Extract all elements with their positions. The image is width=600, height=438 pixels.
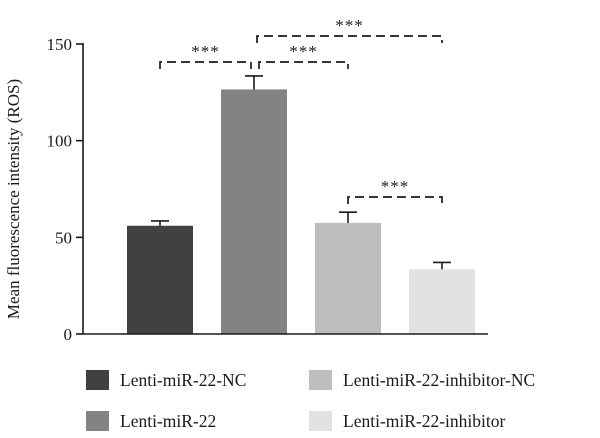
legend-swatch-3 bbox=[309, 370, 332, 390]
bar-3 bbox=[315, 222, 381, 334]
legend-label-1: Lenti-miR-22-NC bbox=[120, 370, 246, 390]
significance-bracket-4 bbox=[347, 196, 443, 204]
y-tick-label-100: 100 bbox=[47, 132, 73, 151]
significance-bracket-1 bbox=[159, 61, 252, 69]
error-bars-group bbox=[151, 75, 451, 270]
significance-label-2: *** bbox=[289, 42, 318, 61]
bar-1 bbox=[127, 225, 193, 334]
significance-label-4: *** bbox=[381, 177, 410, 196]
legend: Lenti-miR-22-NC Lenti-miR-22 Lenti-miR-22-… bbox=[86, 370, 535, 431]
legend-label-2: Lenti-miR-22 bbox=[120, 411, 216, 431]
y-axis-label: Mean fluorescence intensity (ROS) bbox=[4, 79, 23, 319]
y-axis: 0 50 100 150 bbox=[47, 35, 488, 344]
y-tick-label-50: 50 bbox=[55, 228, 72, 247]
legend-label-4: Lenti-miR-22-inhibitor bbox=[343, 411, 506, 431]
significance-brackets: *** *** *** *** bbox=[159, 16, 443, 204]
y-tick-label-150: 150 bbox=[47, 35, 73, 54]
significance-label-1: *** bbox=[191, 42, 220, 61]
significance-bracket-3 bbox=[256, 35, 443, 43]
legend-swatch-4 bbox=[309, 411, 332, 431]
y-tick-label-0: 0 bbox=[64, 325, 73, 344]
bar-4 bbox=[409, 269, 475, 334]
legend-label-3: Lenti-miR-22-inhibitor-NC bbox=[343, 370, 535, 390]
legend-swatch-2 bbox=[86, 411, 109, 431]
bar-2 bbox=[221, 89, 287, 334]
significance-bracket-2 bbox=[258, 61, 349, 69]
significance-label-3: *** bbox=[335, 16, 364, 35]
legend-swatch-1 bbox=[86, 370, 109, 390]
bars-group bbox=[127, 89, 475, 334]
